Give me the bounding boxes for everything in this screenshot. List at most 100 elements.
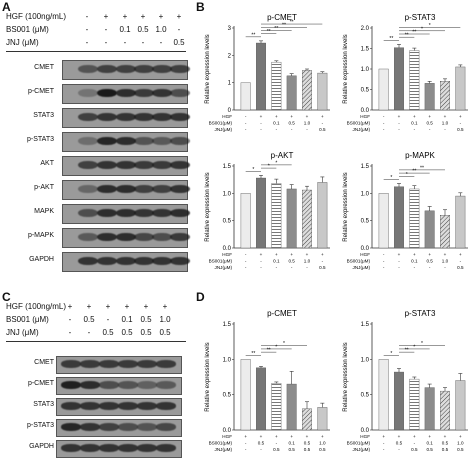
table-cell: 1.0 bbox=[442, 259, 449, 264]
blot-band bbox=[99, 381, 119, 389]
blot-band bbox=[137, 402, 157, 410]
significance-mark: ** bbox=[251, 351, 255, 357]
bar bbox=[286, 188, 297, 249]
blot-band bbox=[78, 184, 98, 194]
significance-mark: ** bbox=[389, 36, 393, 42]
blot-strip bbox=[62, 228, 190, 248]
blot-band bbox=[170, 232, 190, 242]
treatment-sign: 0.5 bbox=[102, 328, 114, 337]
y-tick-label: 0.5 bbox=[361, 393, 370, 399]
blot-band bbox=[116, 160, 136, 170]
table-cell: 0.5 bbox=[396, 441, 403, 446]
table-cell: 1.0 bbox=[442, 121, 449, 126]
table-row-label: JNJ(μM) bbox=[215, 265, 233, 270]
table-cell: - bbox=[398, 447, 400, 452]
blot-band bbox=[99, 360, 119, 368]
table-cell: 1.0 bbox=[319, 441, 326, 446]
treatment-sign: - bbox=[141, 38, 145, 47]
table-cell: - bbox=[322, 121, 324, 126]
treatment-sign: - bbox=[159, 38, 163, 47]
chart-title: p-MAPK bbox=[405, 151, 435, 160]
table-cell: 0.5 bbox=[319, 127, 326, 132]
blot-strip bbox=[56, 440, 182, 458]
table-cell: - bbox=[383, 265, 385, 270]
table-cell: + bbox=[428, 114, 431, 119]
significance-mark: * bbox=[429, 23, 431, 29]
table-cell: - bbox=[245, 127, 247, 132]
blot-label: CMET bbox=[34, 64, 54, 71]
table-row-label: BS001(μM) bbox=[347, 441, 371, 446]
bar bbox=[240, 193, 251, 249]
treatment-sign: 0.5 bbox=[121, 328, 133, 337]
table-row-label: BS001(μM) bbox=[347, 121, 371, 126]
blot-label: p-STAT3 bbox=[27, 422, 54, 429]
table-cell: - bbox=[276, 265, 278, 270]
table-cell: + bbox=[260, 252, 263, 257]
table-cell: - bbox=[245, 441, 247, 446]
bar bbox=[455, 66, 466, 111]
chart-title: p-CMET bbox=[267, 309, 297, 318]
table-cell: - bbox=[383, 259, 385, 264]
blot-band bbox=[61, 381, 81, 389]
table-cell: - bbox=[383, 447, 385, 452]
table-cell: - bbox=[398, 259, 400, 264]
significance-mark: * bbox=[413, 344, 415, 350]
table-cell: + bbox=[306, 252, 309, 257]
table-cell: 0.1 bbox=[411, 121, 418, 126]
y-tick-label: 0.5 bbox=[223, 219, 232, 225]
blot-band bbox=[78, 256, 98, 266]
table-cell: - bbox=[260, 121, 262, 126]
table-cell: - bbox=[444, 265, 446, 270]
table-cell: + bbox=[260, 434, 263, 439]
table-cell: 0.5 bbox=[319, 265, 326, 270]
y-axis-label: Relative expression levels bbox=[343, 342, 349, 411]
treatment-sign: + bbox=[105, 302, 111, 311]
table-cell: - bbox=[460, 259, 462, 264]
bar bbox=[424, 83, 435, 111]
blot-band bbox=[170, 136, 190, 146]
significance-mark: * bbox=[406, 172, 408, 178]
bar bbox=[455, 195, 466, 249]
blot-band bbox=[152, 160, 172, 170]
table-row-label: JNJ(μM) bbox=[215, 447, 233, 452]
table-cell: + bbox=[275, 114, 278, 119]
y-tick-label: 1.0 bbox=[361, 191, 370, 197]
table-cell: 0.5 bbox=[426, 121, 433, 126]
bar bbox=[317, 182, 328, 249]
table-row-label: BS001(μM) bbox=[209, 121, 233, 126]
chart-title: p-STAT3 bbox=[405, 309, 436, 318]
blot-band bbox=[80, 381, 100, 389]
table-cell: - bbox=[276, 441, 278, 446]
table-row-label: BS001(μM) bbox=[209, 259, 233, 264]
table-row-label: JNJ(μM) bbox=[215, 127, 233, 132]
treatment-sign: 1.0 bbox=[159, 315, 171, 324]
blot-label: p-CMET bbox=[27, 88, 54, 95]
blot-label: STAT3 bbox=[33, 112, 54, 119]
blot-band bbox=[134, 64, 154, 74]
table-cell: - bbox=[414, 441, 416, 446]
blot-band bbox=[116, 256, 136, 266]
y-tick-label: 0.0 bbox=[361, 108, 370, 114]
y-tick-label: 1.5 bbox=[361, 322, 370, 328]
blot-label: GAPDH bbox=[29, 256, 54, 263]
table-cell: + bbox=[321, 114, 324, 119]
table-cell: 0.5 bbox=[457, 447, 464, 452]
treatment-sign: + bbox=[176, 12, 182, 21]
y-axis-label: Relative expression levels bbox=[205, 342, 211, 411]
y-axis-label: Relative expression levels bbox=[205, 34, 211, 103]
table-cell: 0.5 bbox=[411, 447, 418, 452]
significance-mark: * bbox=[283, 341, 285, 347]
table-cell: + bbox=[321, 252, 324, 257]
y-tick-label: 0.5 bbox=[361, 219, 370, 225]
treatment-sign: - bbox=[85, 25, 89, 34]
table-cell: - bbox=[306, 127, 308, 132]
y-tick-label: 1.5 bbox=[361, 164, 370, 170]
blot-band bbox=[170, 184, 190, 194]
blot-band bbox=[134, 112, 154, 122]
blot-strip bbox=[56, 377, 182, 395]
table-cell: + bbox=[398, 252, 401, 257]
treatment-label: BS001 (μM) bbox=[6, 25, 49, 34]
table-cell: 0.5 bbox=[288, 121, 295, 126]
y-tick-label: 1.0 bbox=[223, 357, 232, 363]
blot-band bbox=[170, 112, 190, 122]
